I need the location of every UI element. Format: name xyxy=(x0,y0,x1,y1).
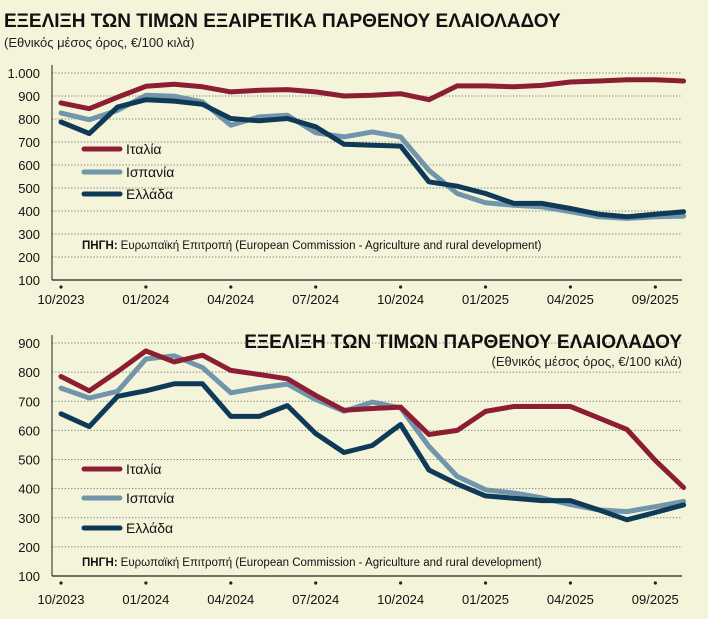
y-tick-label: 400 xyxy=(18,482,40,497)
x-tick-label: 01/2024 xyxy=(122,292,169,307)
x-tick-label: 04/2025 xyxy=(547,292,594,307)
series-line-italy xyxy=(58,348,687,490)
y-tick-label: 300 xyxy=(18,511,40,526)
y-tick-label: 100 xyxy=(18,273,40,288)
x-tick-mark xyxy=(568,581,573,585)
x-tick-mark xyxy=(399,581,403,585)
x-tick-label: 04/2025 xyxy=(547,592,594,607)
series-line-italy xyxy=(58,77,687,112)
y-tick-label: 700 xyxy=(18,394,40,409)
legend-label: Ελλάδα xyxy=(126,186,173,202)
source-label: ΠΗΓΗ: xyxy=(82,557,118,569)
y-tick-label: 1.000 xyxy=(7,66,40,81)
y-tick-label: 700 xyxy=(18,135,40,150)
y-tick-label: 200 xyxy=(18,250,40,265)
x-tick-label: 09/2025 xyxy=(632,592,679,607)
legend-label: Ιταλία xyxy=(126,141,162,157)
x-tick-mark xyxy=(399,285,403,289)
y-tick-label: 800 xyxy=(18,112,40,127)
x-tick-mark xyxy=(483,581,488,585)
x-tick-label: 10/2024 xyxy=(377,592,424,607)
legend-label: Ισπανία xyxy=(126,490,174,506)
series-line-greece xyxy=(58,381,687,523)
x-tick-mark xyxy=(59,581,63,585)
y-tick-label: 500 xyxy=(18,453,40,468)
x-tick-mark xyxy=(144,285,148,289)
x-tick-label: 01/2025 xyxy=(462,292,509,307)
y-tick-label: 400 xyxy=(18,204,40,219)
series-line-greece xyxy=(58,97,687,220)
x-tick-label: 07/2024 xyxy=(292,292,339,307)
y-tick-label: 100 xyxy=(18,569,40,584)
x-tick-label: 01/2024 xyxy=(122,592,169,607)
x-tick-label: 01/2025 xyxy=(462,592,509,607)
chart-2: 100 200 300 400 500 600 700 800 900 10/2023 01/202… xyxy=(18,332,687,607)
x-tick-mark xyxy=(59,285,63,289)
chart-title: ΕΞΕΛΙΞΗ ΤΩΝ ΤΙΜΩΝ ΠΑΡΘΕΝΟΥ ΕΛΑΙΟΛΑΔΟΥ xyxy=(244,332,682,353)
x-tick-label: 10/2023 xyxy=(38,292,85,307)
source-label: ΠΗΓΗ: xyxy=(82,240,118,252)
y-tick-label: 900 xyxy=(18,336,40,351)
x-tick-mark xyxy=(653,581,657,585)
y-tick-label: 800 xyxy=(18,365,40,380)
source-text: Ευρωπαϊκή Επιτροπή (European Commission … xyxy=(121,557,542,569)
y-tick-label: 300 xyxy=(18,227,40,242)
x-tick-mark xyxy=(314,581,318,585)
chart-subtitle: (Εθνικός μέσος όρος, €/100 κιλά) xyxy=(491,354,682,369)
x-tick-label: 04/2024 xyxy=(207,592,254,607)
legend-label: Ισπανία xyxy=(126,164,174,180)
source-text: Ευρωπαϊκή Επιτροπή (European Commission … xyxy=(121,240,542,252)
y-tick-label: 600 xyxy=(18,158,40,173)
x-tick-mark xyxy=(653,285,657,289)
x-tick-mark xyxy=(144,581,148,585)
x-tick-mark xyxy=(229,581,233,585)
x-tick-mark xyxy=(483,285,488,289)
x-tick-label: 10/2024 xyxy=(377,292,424,307)
x-tick-mark xyxy=(314,285,318,289)
chart-subtitle: (Εθνικός μέσος όρος, €/100 κιλά) xyxy=(4,35,195,50)
legend-label: Ιταλία xyxy=(126,461,162,477)
y-tick-label: 900 xyxy=(18,89,40,104)
legend-label: Ελλάδα xyxy=(126,520,173,536)
source-note: ΠΗΓΗ: Ευρωπαϊκή Επιτροπή (European Commis… xyxy=(82,240,542,252)
chart-1: 100 200 300 400 500 600 700 800 900 1.000 10/2023 0… xyxy=(4,11,687,307)
x-tick-mark xyxy=(568,285,573,289)
chart-title: ΕΞΕΛΙΞΗ ΤΩΝ ΤΙΜΩΝ ΕΞΑΙΡΕΤΙΚΑ ΠΑΡΘΕΝΟΥ ΕΛ… xyxy=(4,11,561,32)
y-tick-label: 600 xyxy=(18,423,40,438)
x-tick-label: 10/2023 xyxy=(38,592,85,607)
series-line-spain xyxy=(58,92,687,221)
y-tick-label: 500 xyxy=(18,181,40,196)
source-note: ΠΗΓΗ: Ευρωπαϊκή Επιτροπή (European Commis… xyxy=(82,557,542,569)
x-tick-label: 04/2024 xyxy=(207,292,254,307)
y-tick-label: 200 xyxy=(18,540,40,555)
x-tick-label: 09/2025 xyxy=(632,292,679,307)
x-tick-mark xyxy=(229,285,233,289)
x-tick-label: 07/2024 xyxy=(292,592,339,607)
